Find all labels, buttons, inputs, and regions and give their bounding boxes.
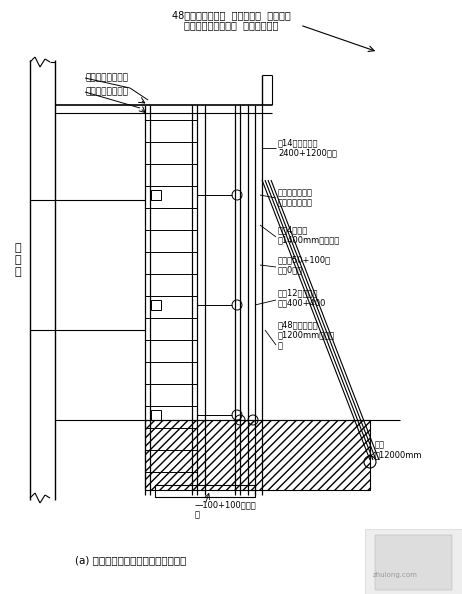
Text: 慁48锂筒管支顶
怙1200mm横向排
布: 慁48锂筒管支顶 怙1200mm横向排 布 <box>278 320 335 350</box>
Bar <box>365 529 462 594</box>
Text: 双慈4锂筒管
怙1400mm横向排布: 双慈4锂筒管 怙1400mm横向排布 <box>278 225 340 245</box>
Text: 地锡
怙12000mm: 地锡 怙12000mm <box>375 440 423 460</box>
Text: 横龙骨用内切牛
螺母与横板紧固: 横龙骨用内切牛 螺母与横板紧固 <box>278 188 313 208</box>
Text: 用弦杆与支撇顶紧: 用弦杆与支撇顶紧 <box>85 74 128 83</box>
Text: 水平钉筒管拆压压顶  防止模板上浮: 水平钉筒管拆压压顶 防止模板上浮 <box>184 20 278 30</box>
Bar <box>155 485 255 497</box>
Text: (a) 地下室外墙双侧模板安装示意图一: (a) 地下室外墙双侧模板安装示意图一 <box>75 555 186 565</box>
Bar <box>151 300 161 310</box>
Bar <box>375 535 452 590</box>
Text: 操作钉筒管脚手架: 操作钉筒管脚手架 <box>85 87 128 96</box>
Text: 维
护
柱: 维 护 柱 <box>15 244 21 277</box>
Bar <box>151 410 161 420</box>
Text: zhulong.com: zhulong.com <box>372 572 418 578</box>
Bar <box>151 190 161 200</box>
Bar <box>145 420 370 490</box>
Text: —100+100木方支
顶: —100+100木方支 顶 <box>195 500 257 520</box>
Text: 直径12对拉螺棍
栖距400+400: 直径12对拉螺棍 栖距400+400 <box>278 288 326 308</box>
Text: 48钉筒管支撇桶架  底板对地锡  用钉筒与: 48钉筒管支撇桶架 底板对地锡 用钉筒与 <box>171 10 291 20</box>
Text: 慁14厚木多层板
2400+1200竖放: 慁14厚木多层板 2400+1200竖放 <box>278 138 337 157</box>
Text: 次龙骨50+100木
方怰0竖放: 次龙骨50+100木 方怰0竖放 <box>278 255 331 274</box>
